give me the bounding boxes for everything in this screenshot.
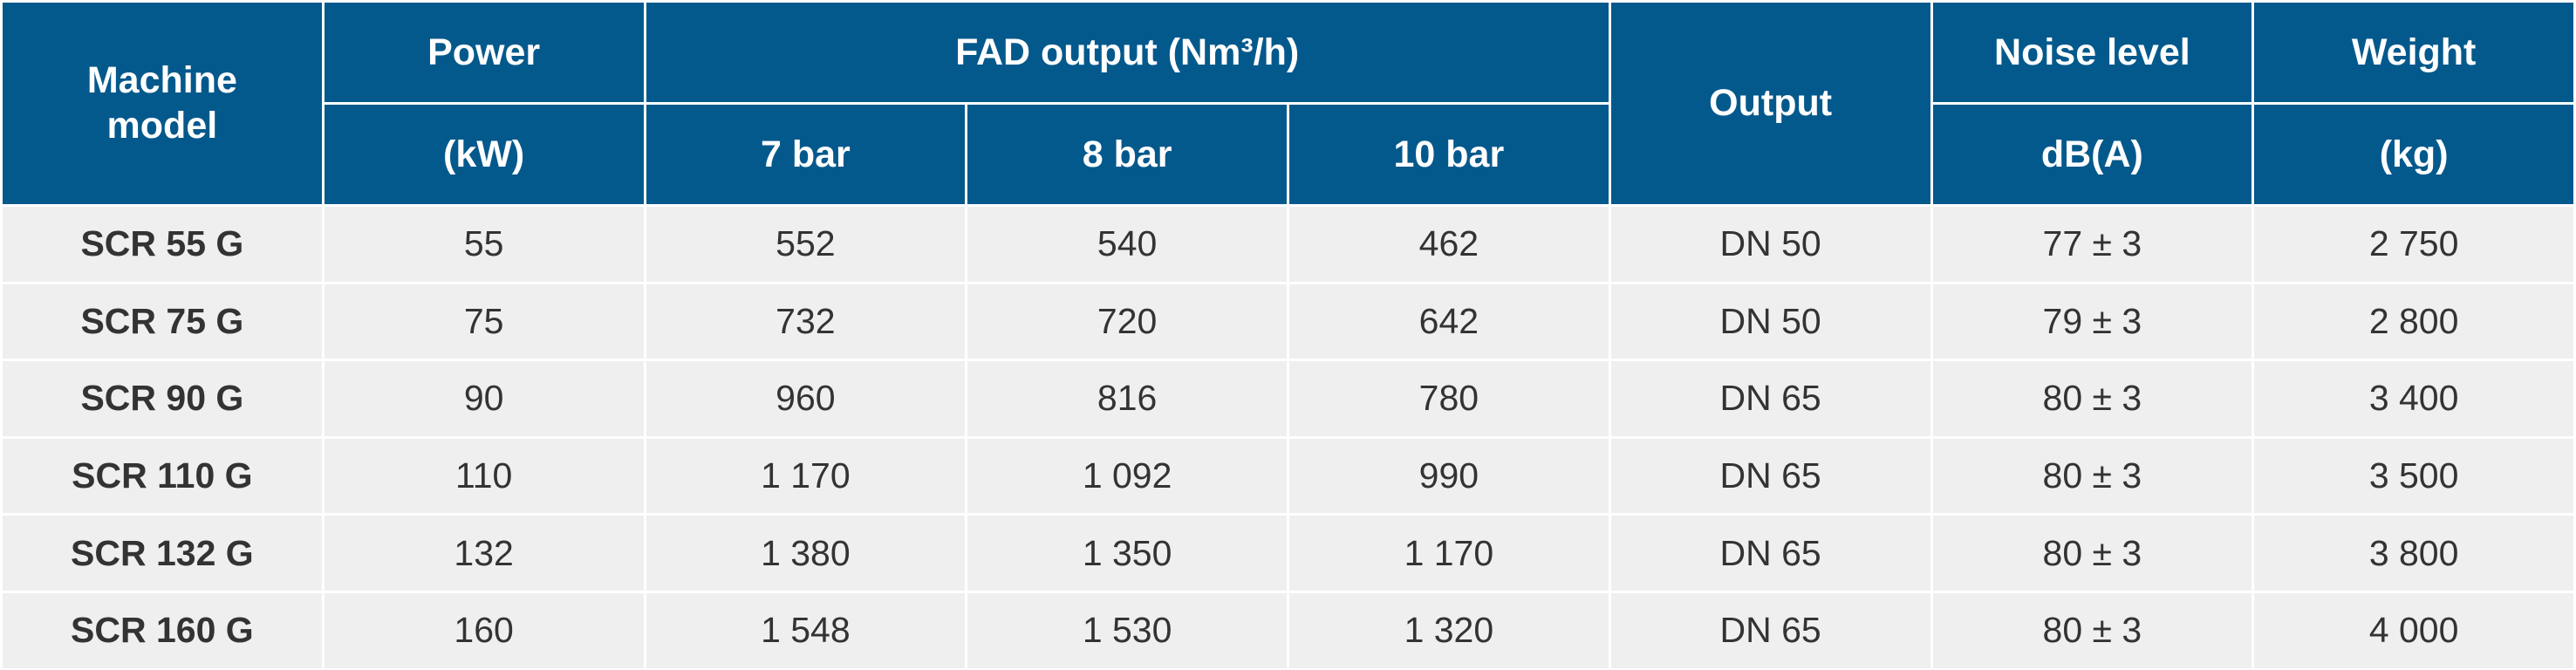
model-cell: SCR 110 G <box>0 435 325 516</box>
data-cell: 462 <box>1287 204 1611 284</box>
header-cell: 7 bar <box>643 102 968 207</box>
header-cell: 8 bar <box>965 102 1289 207</box>
data-cell: 1 170 <box>643 435 968 516</box>
header-cell: FAD output (Nm³/h) <box>643 0 1611 105</box>
data-cell: 80 ± 3 <box>1930 435 2255 516</box>
model-cell: SCR 132 G <box>0 513 325 593</box>
data-cell: 2 750 <box>2251 204 2576 284</box>
data-cell: 80 ± 3 <box>1930 513 2255 593</box>
data-cell: 160 <box>321 590 646 670</box>
data-cell: 960 <box>643 359 968 439</box>
data-cell: 642 <box>1287 281 1611 362</box>
header-cell: (kg) <box>2251 102 2576 207</box>
header-text: Machine model <box>86 58 237 147</box>
data-cell: 90 <box>321 359 646 439</box>
data-cell: 80 ± 3 <box>1930 359 2255 439</box>
model-cell: SCR 90 G <box>0 359 325 439</box>
data-cell: 132 <box>321 513 646 593</box>
data-cell: 1 530 <box>965 590 1289 670</box>
header-cell: dB(A) <box>1930 102 2255 207</box>
header-cell: Noise level <box>1930 0 2255 105</box>
header-cell: Machine model <box>0 0 325 207</box>
data-cell: 540 <box>965 204 1289 284</box>
data-cell: 732 <box>643 281 968 362</box>
model-cell: SCR 75 G <box>0 281 325 362</box>
data-cell: 1 350 <box>965 513 1289 593</box>
model-cell: SCR 160 G <box>0 590 325 670</box>
header-cell: Weight <box>2251 0 2576 105</box>
data-cell: DN 50 <box>1608 204 1933 284</box>
data-cell: 1 170 <box>1287 513 1611 593</box>
data-cell: 1 092 <box>965 435 1289 516</box>
data-cell: DN 65 <box>1608 359 1933 439</box>
header-cell: Output <box>1608 0 1933 207</box>
model-cell: SCR 55 G <box>0 204 325 284</box>
data-cell: 80 ± 3 <box>1930 590 2255 670</box>
data-cell: 4 000 <box>2251 590 2576 670</box>
data-cell: 816 <box>965 359 1289 439</box>
header-cell: (kW) <box>321 102 646 207</box>
data-cell: 552 <box>643 204 968 284</box>
header-cell: 10 bar <box>1287 102 1611 207</box>
data-cell: 720 <box>965 281 1289 362</box>
data-cell: 2 800 <box>2251 281 2576 362</box>
data-cell: DN 65 <box>1608 435 1933 516</box>
data-cell: DN 65 <box>1608 513 1933 593</box>
table-header: Machine model Power FAD output (Nm³/h) O… <box>0 0 2576 207</box>
data-cell: 3 800 <box>2251 513 2576 593</box>
header-row: Machine model Power FAD output (Nm³/h) O… <box>0 0 2576 207</box>
header-row: (kW) 7 bar 8 bar 10 bar dB(A) (kg) <box>2 102 2576 207</box>
data-cell: 75 <box>321 281 646 362</box>
data-cell: 79 ± 3 <box>1930 281 2255 362</box>
header-cell: Power <box>321 0 646 105</box>
data-cell: 3 500 <box>2251 435 2576 516</box>
data-cell: 1 380 <box>643 513 968 593</box>
data-cell: 77 ± 3 <box>1930 204 2255 284</box>
data-cell: 1 320 <box>1287 590 1611 670</box>
data-cell: 990 <box>1287 435 1611 516</box>
data-cell: 780 <box>1287 359 1611 439</box>
data-cell: DN 50 <box>1608 281 1933 362</box>
data-cell: 3 400 <box>2251 359 2576 439</box>
data-cell: DN 65 <box>1608 590 1933 670</box>
data-cell: 1 548 <box>643 590 968 670</box>
data-cell: 110 <box>321 435 646 516</box>
data-cell: 55 <box>321 204 646 284</box>
